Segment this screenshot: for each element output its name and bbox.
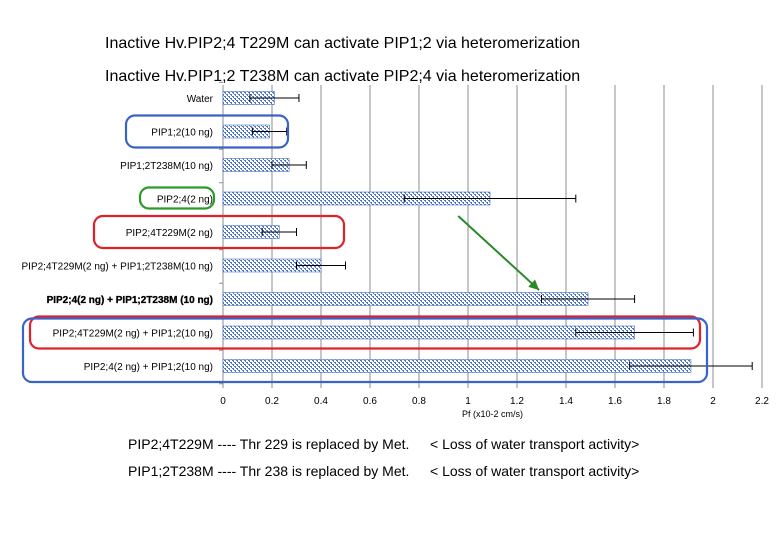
mutation-note-1-effect: < Loss of water transport activity> — [430, 436, 640, 452]
mutation-note-2-effect: < Loss of water transport activity> — [430, 463, 640, 479]
bar — [222, 359, 692, 373]
category-label: PIP2;4(2 ng) + PIP1;2(10 ng) — [84, 362, 213, 373]
mutation-note-1: PIP2;4T229M ---- Thr 229 is replaced by … — [128, 436, 410, 452]
chart-title-line-1: Inactive Hv.PIP2;4 T229M can activate PI… — [105, 35, 581, 52]
category-label: Water — [187, 94, 214, 105]
arrow-head — [528, 279, 540, 290]
highlight-box — [138, 186, 216, 210]
x-tick-label: 1.8 — [657, 396, 671, 407]
bar — [222, 325, 635, 340]
x-tick-label: 1.2 — [510, 396, 524, 407]
category-label: PIP2;4T229M(2 ng) — [126, 228, 213, 239]
x-tick-label: 0.2 — [265, 396, 279, 407]
highlight-box — [124, 114, 290, 149]
x-tick-label: 1.6 — [608, 396, 622, 407]
highlight-box — [28, 315, 702, 350]
highlight-box — [21, 317, 709, 384]
category-label: PIP2;4T229M(2 ng) + PIP1;2T238M(10 ng) — [22, 262, 214, 273]
x-tick-label: 1 — [465, 396, 471, 407]
mutation-note-2: PIP1;2T238M ---- Thr 238 is replaced by … — [128, 463, 410, 479]
highlight-box — [92, 214, 346, 250]
x-tick-label: 0 — [220, 396, 226, 407]
category-label: PIP2;4T229M(2 ng) + PIP1;2(10 ng) — [53, 329, 213, 340]
chart-title-line-2: Inactive Hv.PIP1;2 T238M can activate PI… — [105, 68, 581, 85]
x-tick-label: 0.8 — [412, 396, 426, 407]
category-label: PIP2;4(2 ng) + PIP1;2T238M (10 ng) — [47, 295, 213, 306]
x-tick-label: 2.2 — [755, 396, 769, 407]
category-label: PIP2;4(2 ng) — [157, 195, 213, 206]
category-label: PIP1;2T238M(10 ng) — [120, 161, 213, 172]
x-tick-label: 2 — [710, 396, 716, 407]
x-tick-label: 1.4 — [559, 396, 573, 407]
x-axis-title: Pf (x10-2 cm/s) — [462, 409, 523, 419]
category-label: PIP1;2(10 ng) — [151, 128, 213, 139]
arrow-line — [457, 215, 540, 291]
bar — [222, 292, 589, 306]
x-tick-label: 0.6 — [363, 396, 377, 407]
x-tick-label: 0.4 — [314, 396, 328, 407]
